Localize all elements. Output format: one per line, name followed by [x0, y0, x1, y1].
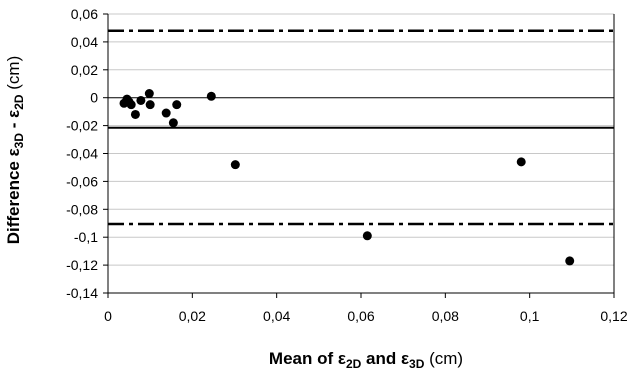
data-points	[119, 89, 575, 266]
y-tick-label: -0,12	[66, 257, 98, 273]
data-point	[362, 231, 372, 241]
y-tick-label: -0,04	[66, 146, 98, 162]
data-point	[516, 157, 526, 167]
x-tick-label: 0,12	[600, 308, 627, 324]
y-tick-label: 0,02	[71, 62, 98, 78]
data-point	[145, 100, 155, 110]
data-point	[206, 91, 216, 101]
y-tick-label: -0,1	[74, 229, 98, 245]
x-tick-label: 0,06	[347, 308, 374, 324]
data-point	[144, 89, 154, 99]
y-tick-label: -0,06	[66, 173, 98, 189]
axes	[103, 13, 615, 298]
y-tick-label: 0,04	[71, 34, 98, 50]
y-tick-label: -0,14	[66, 285, 98, 301]
y-tick-label: 0,06	[71, 6, 98, 22]
x-tick-label: 0,1	[520, 308, 540, 324]
y-tick-label: -0,02	[66, 118, 98, 134]
y-tick-label: -0,08	[66, 201, 98, 217]
data-point	[126, 100, 136, 110]
reference-lines	[108, 29, 614, 226]
x-tick-labels: 0 0,02 0,04 0,06 0,08 0,1 0,12	[104, 308, 628, 324]
data-point	[172, 100, 182, 110]
y-axis-title: Difference ε3D - ε2D (cm)	[4, 56, 26, 245]
data-point	[161, 108, 171, 118]
data-point	[130, 109, 140, 119]
x-tick-label: 0,08	[432, 308, 459, 324]
data-point	[168, 118, 178, 128]
x-tick-label: 0	[104, 308, 112, 324]
y-tick-label: 0	[90, 90, 98, 106]
data-point	[565, 256, 575, 266]
x-tick-label: 0,02	[179, 308, 206, 324]
data-point	[136, 95, 146, 105]
y-tick-labels: 0,06 0,04 0,02 0 -0,02 -0,04 -0,06 -0,08 -0,1 -0,…	[66, 6, 98, 301]
gridlines	[108, 13, 614, 266]
data-point	[230, 160, 240, 170]
x-axis-title: Mean of ε2D and ε3D (cm)	[269, 349, 463, 371]
x-tick-label: 0,04	[263, 308, 290, 324]
